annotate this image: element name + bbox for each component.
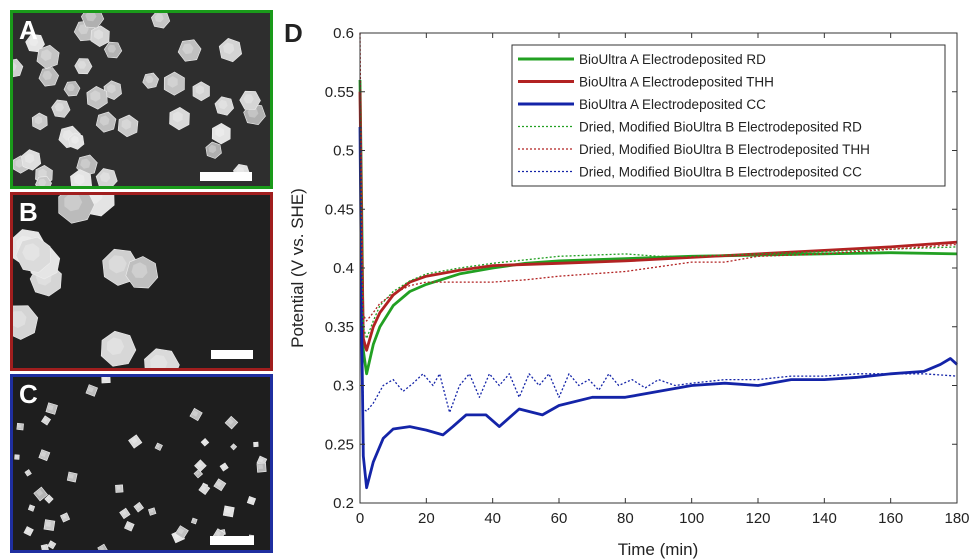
x-tick-label: 60: [551, 510, 568, 527]
series-line-1: [358, 91, 958, 352]
legend-label-0: BioUltra A Electrodeposited RD: [579, 52, 766, 67]
y-tick-label: 0.3: [333, 378, 354, 395]
x-tick-label: 120: [745, 510, 770, 527]
x-tick-label: 180: [944, 510, 969, 527]
sem-panel-c: C: [10, 374, 273, 553]
sem-image-c: [13, 377, 270, 550]
x-tick-label: 20: [418, 510, 435, 527]
scale-bar-b: [211, 350, 253, 359]
y-tick-label: 0.5: [333, 143, 354, 160]
y-tick-label: 0.45: [325, 201, 354, 218]
series-line-4: [359, 32, 958, 322]
scale-bar-c: [210, 536, 254, 545]
legend-label-5: Dried, Modified BioUltra B Electrodeposi…: [579, 165, 862, 180]
y-axis-label: Potential (V vs. SHE): [288, 188, 307, 348]
scale-bar-a: [200, 172, 252, 181]
sem-image-b: [13, 195, 270, 368]
sem-panel-a: A: [10, 10, 273, 189]
legend-label-2: BioUltra A Electrodeposited CC: [579, 97, 766, 112]
x-tick-label: 160: [878, 510, 903, 527]
legend-label-4: Dried, Modified BioUltra B Electrodeposi…: [579, 142, 870, 157]
panel-label-c: C: [19, 379, 38, 409]
series-line-0: [358, 79, 958, 376]
panel-label-b: B: [19, 197, 38, 227]
legend-label-1: BioUltra A Electrodeposited THH: [579, 75, 774, 90]
y-tick-label: 0.55: [325, 84, 354, 101]
y-tick-label: 0.25: [325, 436, 354, 453]
y-tick-label: 0.35: [325, 319, 354, 336]
legend-label-3: Dried, Modified BioUltra B Electrodeposi…: [579, 120, 862, 135]
y-tick-label: 0.4: [333, 260, 354, 277]
x-tick-label: 100: [679, 510, 704, 527]
panel-label-a: A: [19, 15, 38, 45]
series-line-5: [359, 126, 958, 414]
series-line-2: [358, 126, 958, 490]
series-line-3: [359, 79, 958, 340]
y-tick-label: 0.6: [333, 25, 354, 42]
x-tick-label: 80: [617, 510, 634, 527]
x-tick-label: 140: [812, 510, 837, 527]
x-tick-label: 40: [484, 510, 501, 527]
y-tick-label: 0.2: [333, 495, 354, 512]
sem-image-a: [13, 13, 270, 186]
sem-panel-b: B: [10, 192, 273, 371]
legend: BioUltra A Electrodeposited RD BioUltra A…: [511, 44, 946, 187]
panel-label-d: D: [284, 18, 303, 48]
plot-frame: [359, 32, 958, 504]
x-axis-label: Time (min): [618, 540, 699, 559]
x-tick-label: 0: [356, 510, 364, 527]
legend-box: [511, 44, 946, 187]
